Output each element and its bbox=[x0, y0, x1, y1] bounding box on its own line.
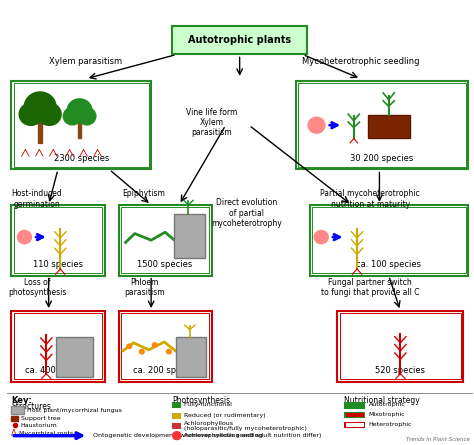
Text: Key:: Key: bbox=[11, 396, 32, 405]
FancyBboxPatch shape bbox=[172, 423, 182, 429]
Circle shape bbox=[314, 231, 328, 244]
FancyBboxPatch shape bbox=[11, 406, 24, 413]
Text: Partial mycoheterotrophic
nutrition at maturity: Partial mycoheterotrophic nutrition at m… bbox=[320, 189, 420, 209]
Text: Ontogenetic development (whenever seedling and adult nutrition differ): Ontogenetic development (whenever seedli… bbox=[93, 433, 321, 438]
Circle shape bbox=[24, 92, 56, 122]
Text: Reduced (or rudimentary): Reduced (or rudimentary) bbox=[184, 413, 266, 418]
Text: Epiphytism: Epiphytism bbox=[123, 189, 165, 198]
FancyBboxPatch shape bbox=[337, 311, 463, 382]
Circle shape bbox=[18, 231, 31, 244]
Circle shape bbox=[67, 99, 92, 122]
Circle shape bbox=[78, 108, 96, 125]
Text: Host plant/mycorrhizal fungus: Host plant/mycorrhizal fungus bbox=[27, 408, 122, 413]
FancyBboxPatch shape bbox=[172, 413, 182, 419]
Circle shape bbox=[173, 432, 181, 440]
Text: Structures: Structures bbox=[11, 402, 51, 411]
FancyBboxPatch shape bbox=[345, 412, 365, 418]
Polygon shape bbox=[38, 121, 42, 143]
FancyBboxPatch shape bbox=[346, 413, 364, 417]
FancyBboxPatch shape bbox=[118, 205, 212, 275]
FancyBboxPatch shape bbox=[11, 81, 151, 170]
Text: Xylem parasitism: Xylem parasitism bbox=[49, 57, 122, 66]
Circle shape bbox=[139, 349, 144, 354]
Text: Achlorophyllous
(holoparasitic/fully mycoheterotrophic): Achlorophyllous (holoparasitic/fully myc… bbox=[184, 421, 307, 431]
Text: 2300 species: 2300 species bbox=[54, 154, 109, 163]
Text: Mycoheterotrophic seedling: Mycoheterotrophic seedling bbox=[302, 57, 419, 66]
Text: Fully functional: Fully functional bbox=[184, 402, 232, 407]
FancyBboxPatch shape bbox=[55, 337, 93, 377]
FancyBboxPatch shape bbox=[296, 81, 468, 170]
FancyBboxPatch shape bbox=[345, 402, 365, 409]
Text: Autotrophic: Autotrophic bbox=[369, 402, 405, 407]
Text: Λ: Λ bbox=[11, 429, 17, 438]
FancyBboxPatch shape bbox=[174, 214, 205, 258]
FancyBboxPatch shape bbox=[346, 423, 364, 427]
Text: Host-induced
germination: Host-induced germination bbox=[11, 189, 63, 209]
Text: 520 species: 520 species bbox=[375, 366, 425, 375]
Text: Phloem
parasitism: Phloem parasitism bbox=[124, 278, 164, 297]
Text: ca. 100 species: ca. 100 species bbox=[356, 260, 421, 269]
Text: Loss of
photosynthesis: Loss of photosynthesis bbox=[8, 278, 66, 297]
Text: Nutritional strategy: Nutritional strategy bbox=[345, 396, 420, 405]
Text: Heterotrophic: Heterotrophic bbox=[369, 422, 412, 427]
Text: Mycorrhizal roots: Mycorrhizal roots bbox=[19, 431, 73, 436]
Text: ca. 400 species: ca. 400 species bbox=[26, 366, 91, 375]
FancyBboxPatch shape bbox=[11, 311, 105, 382]
Text: Support tree: Support tree bbox=[21, 417, 60, 421]
Text: Haustorium: Haustorium bbox=[21, 423, 57, 428]
Circle shape bbox=[153, 343, 157, 347]
Text: Direct evolution
of partial
mycoheterotrophy: Direct evolution of partial mycoheterotr… bbox=[211, 198, 282, 228]
Circle shape bbox=[308, 117, 325, 133]
Circle shape bbox=[127, 344, 132, 348]
FancyBboxPatch shape bbox=[172, 26, 307, 54]
Text: Achlorophyllous seedling: Achlorophyllous seedling bbox=[184, 433, 263, 438]
Text: Trends in Plant Science: Trends in Plant Science bbox=[406, 437, 470, 442]
Circle shape bbox=[63, 108, 82, 125]
Text: Vine life form
Xylem
parasitism: Vine life form Xylem parasitism bbox=[186, 108, 237, 138]
FancyBboxPatch shape bbox=[172, 402, 182, 408]
FancyBboxPatch shape bbox=[368, 116, 410, 138]
FancyBboxPatch shape bbox=[345, 421, 365, 428]
Text: 30 200 species: 30 200 species bbox=[350, 154, 413, 163]
FancyBboxPatch shape bbox=[11, 205, 105, 275]
Text: Photosynthesis: Photosynthesis bbox=[172, 396, 230, 405]
FancyBboxPatch shape bbox=[11, 416, 18, 421]
FancyBboxPatch shape bbox=[176, 337, 206, 377]
Text: Mixotrophic: Mixotrophic bbox=[369, 412, 405, 417]
Circle shape bbox=[166, 349, 171, 354]
FancyBboxPatch shape bbox=[346, 403, 364, 407]
Circle shape bbox=[37, 103, 61, 125]
Text: ca. 200 species: ca. 200 species bbox=[133, 366, 198, 375]
Circle shape bbox=[19, 103, 43, 125]
Text: Fungal partner switch
to fungi that provide all C: Fungal partner switch to fungi that prov… bbox=[321, 278, 419, 297]
FancyBboxPatch shape bbox=[310, 205, 468, 275]
Text: Autotrophic plants: Autotrophic plants bbox=[188, 35, 291, 45]
Polygon shape bbox=[78, 121, 81, 138]
Text: 1500 species: 1500 species bbox=[137, 260, 193, 269]
FancyBboxPatch shape bbox=[118, 311, 212, 382]
Text: 110 species: 110 species bbox=[33, 260, 83, 269]
